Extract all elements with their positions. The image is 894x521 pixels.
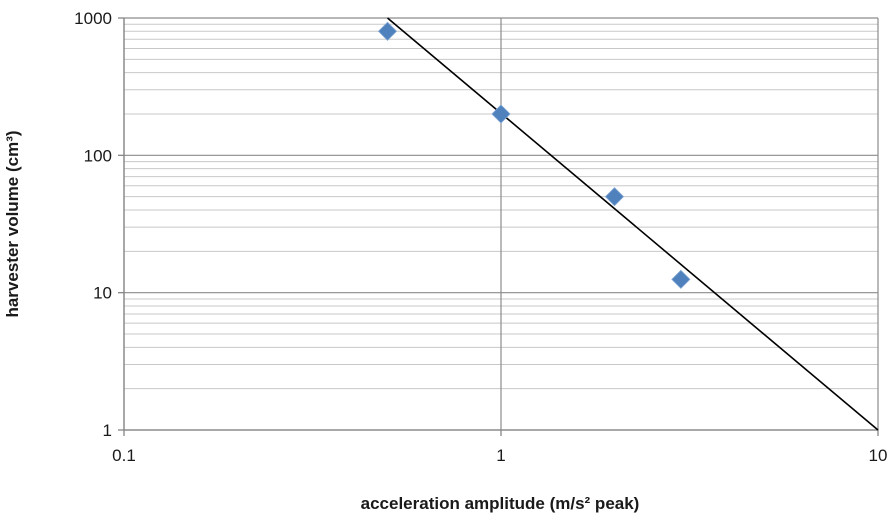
trend-line — [386, 17, 879, 431]
trend-lines — [386, 17, 879, 431]
x-tick-label: 10 — [869, 446, 888, 465]
x-tick-label: 1 — [496, 446, 505, 465]
y-tick-label: 1000 — [74, 9, 112, 28]
data-point — [491, 104, 511, 124]
y-axis-title: harvester volume (cm³) — [3, 130, 22, 317]
grid — [123, 17, 879, 431]
x-tick-labels: 0.1 1 10 — [112, 446, 887, 465]
x-axis-title: acceleration amplitude (m/s² peak) — [361, 494, 640, 513]
x-tick-label: 0.1 — [112, 446, 136, 465]
y-tick-label: 1 — [103, 421, 112, 440]
y-tick-labels: 1 10 100 1000 — [74, 9, 112, 440]
data-point — [671, 269, 691, 289]
plot-frame — [118, 17, 879, 436]
data-point — [377, 21, 398, 41]
y-tick-label: 10 — [93, 284, 112, 303]
data-points — [377, 21, 691, 289]
data-point — [604, 187, 625, 207]
y-tick-label: 100 — [84, 146, 112, 165]
